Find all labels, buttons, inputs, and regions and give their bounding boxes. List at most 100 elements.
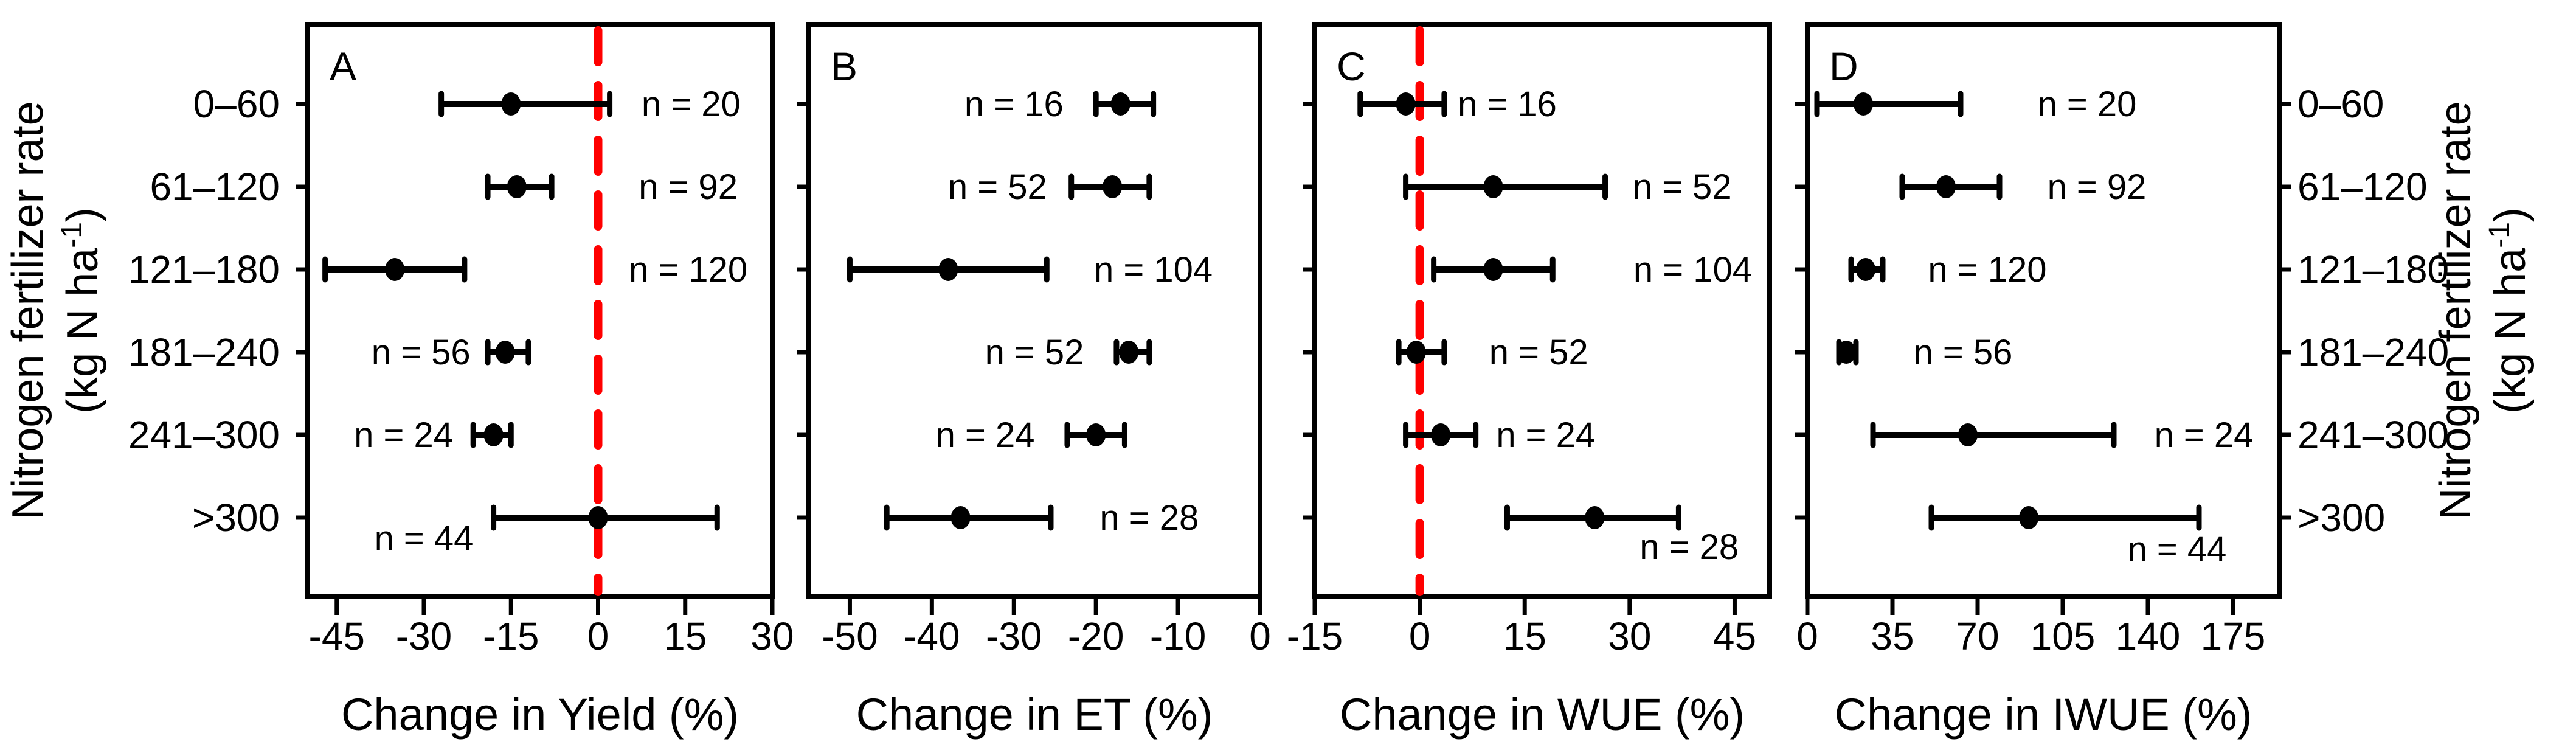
sample-size-label: n = 16: [1458, 85, 1557, 124]
sample-size-label: n = 92: [639, 167, 738, 207]
sample-size-label: n = 56: [372, 333, 471, 372]
x-axis-title: Change in WUE (%): [1340, 689, 1745, 740]
category-label-right: 181–240: [2297, 330, 2449, 374]
y-axis-title-left: Nitrogen fertilizer rate: [4, 101, 52, 519]
x-tick-label: -15: [1287, 614, 1343, 658]
x-tick-label: 140: [2116, 614, 2181, 658]
x-tick-label: 30: [1608, 614, 1651, 658]
x-axis-title: Change in Yield (%): [341, 689, 739, 740]
data-point-marker: [483, 423, 504, 446]
category-label-left: 181–240: [128, 330, 280, 374]
x-tick-label: -30: [986, 614, 1042, 658]
category-label-left: 121–180: [128, 248, 280, 291]
x-tick-label: 105: [2031, 614, 2096, 658]
panel-a-box: [305, 22, 775, 599]
x-tick-label: 30: [750, 614, 794, 658]
category-label-right: 0–60: [2297, 82, 2384, 126]
data-point-marker: [588, 506, 608, 529]
x-tick-label: -40: [904, 614, 960, 658]
data-point-marker: [1854, 92, 1873, 116]
data-point-marker: [1837, 341, 1856, 364]
sample-size-label: n = 24: [1496, 415, 1595, 455]
y-axis-units-left: (kg N ha-1): [56, 207, 107, 414]
sample-size-label: n = 28: [1639, 527, 1739, 567]
panel-d-box: [1805, 22, 2282, 599]
category-label-left: 241–300: [128, 413, 280, 457]
x-tick-label: 0: [587, 614, 609, 658]
sample-size-label: n = 120: [629, 250, 747, 290]
sample-size-label: n = 92: [2048, 167, 2147, 207]
sample-size-label: n = 28: [1099, 498, 1199, 538]
x-tick-label: 45: [1713, 614, 1756, 658]
data-point-marker: [950, 506, 971, 529]
data-point-marker: [1958, 423, 1978, 446]
category-label-right: 61–120: [2297, 165, 2428, 209]
x-axis-title: Change in IWUE (%): [1835, 689, 2252, 740]
x-axis-title: Change in ET (%): [856, 689, 1213, 740]
panel-c-box: [1312, 22, 1772, 599]
x-tick-label: 0: [1249, 614, 1271, 658]
x-tick-label: -20: [1068, 614, 1124, 658]
data-point-marker: [495, 341, 515, 364]
data-point-marker: [1119, 341, 1139, 364]
x-tick-label: 15: [1503, 614, 1546, 658]
panel-b-box: [806, 22, 1262, 599]
sample-size-label: n = 44: [2128, 530, 2227, 569]
data-point-marker: [501, 92, 521, 116]
sample-size-label: n = 20: [2038, 85, 2137, 124]
x-tick-label: 35: [1871, 614, 1914, 658]
panel-letter: D: [1829, 44, 1858, 89]
data-point-marker: [1936, 175, 1956, 198]
x-tick-label: 15: [663, 614, 707, 658]
panel-letter: B: [831, 44, 857, 89]
data-point-marker: [1431, 423, 1451, 446]
sample-size-label: n = 44: [375, 519, 474, 558]
sample-size-label: n = 20: [642, 85, 741, 124]
x-tick-label: -10: [1150, 614, 1207, 658]
data-point-marker: [507, 175, 527, 198]
data-point-marker: [938, 258, 958, 281]
sample-size-label: n = 24: [354, 415, 453, 455]
sample-size-label: n = 104: [1633, 250, 1752, 290]
x-tick-label: 0: [1796, 614, 1818, 658]
data-point-marker: [1483, 175, 1503, 198]
sample-size-label: n = 16: [964, 85, 1064, 124]
panel-letter: A: [330, 44, 356, 89]
sample-size-label: n = 24: [2155, 415, 2254, 455]
data-point-marker: [1585, 506, 1605, 529]
x-tick-label: 70: [1956, 614, 1999, 658]
x-tick-label: -50: [822, 614, 878, 658]
sample-size-label: n = 52: [1633, 167, 1732, 207]
y-axis-units-right: (kg N ha-1): [2484, 207, 2535, 414]
sample-size-label: n = 52: [1489, 333, 1588, 372]
category-label-right: >300: [2297, 496, 2385, 540]
data-point-marker: [1110, 92, 1130, 116]
data-point-marker: [1086, 423, 1106, 446]
x-tick-label: -45: [309, 614, 365, 658]
panel-letter: C: [1337, 44, 1366, 89]
data-point-marker: [2019, 506, 2038, 529]
sample-size-label: n = 52: [948, 167, 1047, 207]
data-point-marker: [385, 258, 405, 281]
sample-size-label: n = 56: [1914, 333, 2013, 372]
data-point-marker: [1396, 92, 1416, 116]
y-axis-title-right: Nitrogen fertilizer rate: [2431, 101, 2480, 519]
data-point-marker: [1406, 341, 1426, 364]
category-label-left: 61–120: [150, 165, 280, 209]
category-label-left: >300: [192, 496, 280, 540]
x-tick-label: -30: [396, 614, 452, 658]
category-label-left: 0–60: [193, 82, 280, 126]
x-tick-label: -15: [483, 614, 539, 658]
sample-size-label: n = 120: [1928, 250, 2046, 290]
x-tick-label: 175: [2201, 614, 2266, 658]
data-point-marker: [1856, 258, 1875, 281]
sample-size-label: n = 52: [985, 333, 1084, 372]
data-point-marker: [1483, 258, 1503, 281]
data-point-marker: [1103, 175, 1123, 198]
category-label-right: 121–180: [2297, 248, 2449, 291]
x-tick-label: 0: [1409, 614, 1431, 658]
sample-size-label: n = 104: [1094, 250, 1213, 290]
category-label-right: 241–300: [2297, 413, 2449, 457]
